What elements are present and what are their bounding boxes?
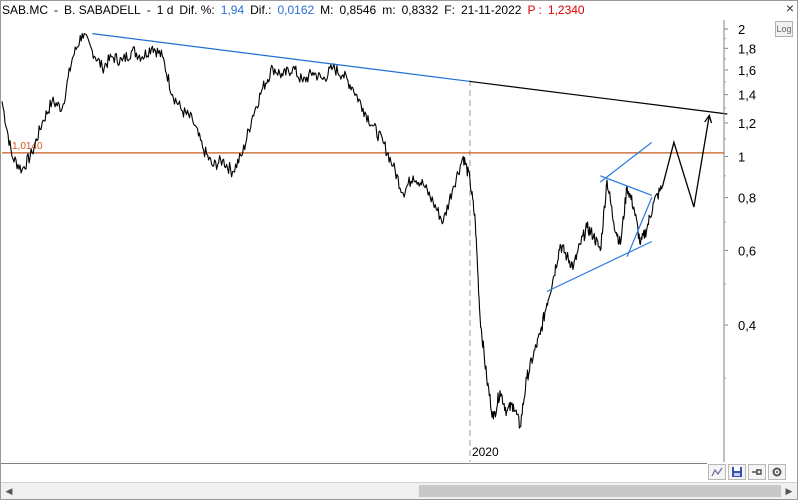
channel-upper-line [599,141,653,183]
projection-layer [661,113,713,208]
change-abs-value: 0,0162 [277,2,315,17]
y-tick-label: 0,6 [738,243,756,258]
horizontal-level-layer: 1,0140 [2,141,724,154]
trendline-layer [92,33,728,293]
log-scale-button[interactable]: Log [775,21,793,37]
triangle-upper-line [600,175,653,196]
vertical-marker-layer: 2020 [469,80,499,462]
y-tick-label: 0,8 [738,191,756,206]
price-series-layer [1,33,664,429]
period-label: 1 d [156,2,174,17]
price-label: P : [527,2,542,17]
scroll-thumb[interactable] [419,485,781,497]
close-icon[interactable]: × [785,0,794,16]
max-label: M: [320,2,334,17]
scroll-left-icon[interactable]: ◀ [5,485,13,496]
chart-toolbar [708,463,796,481]
vertical-marker-label: 2020 [472,445,499,459]
zoom-fit-button[interactable] [708,464,726,480]
header-separator: - [54,2,59,17]
y-tick-label: 1,8 [738,41,756,56]
change-pct-label: Dif. %: [179,2,215,17]
header-separator-2: - [146,2,151,17]
y-tick-label: 2 [738,22,745,37]
y-tick-label: 1,2 [738,116,756,131]
pin-button[interactable] [748,464,766,480]
y-tick-label: 0,4 [738,318,756,333]
pin-icon [752,469,762,475]
gear-icon [772,467,782,477]
date-value: 21-11-2022 [460,2,522,17]
save-icon [732,467,742,477]
x-axis-strip [1,463,707,482]
horizontal-level-label: 1,0140 [12,141,43,152]
chart-header: SAB.MC - B. SABADELL - 1 d Dif. %: 1,94 … [2,1,591,18]
horizontal-scrollbar[interactable]: ◀ ▶ [1,482,797,499]
long-trendline-extension [469,80,728,115]
y-tick-label: 1,4 [738,88,756,103]
long-trendline [92,33,471,83]
y-axis: 2 1,8 1,6 1,4 1,2 1 0,8 0,6 0,4 [723,20,756,462]
min-label: m: [382,2,396,17]
company-name: B. SABADELL [64,2,141,17]
scroll-right-icon[interactable]: ▶ [785,485,793,496]
channel-lower-line [546,240,653,293]
y-tick-label: 1 [738,149,745,164]
settings-button[interactable] [768,464,786,480]
change-abs-label: Dif.: [250,2,272,17]
save-button[interactable] [728,464,746,480]
min-value: 0,8332 [401,2,439,17]
max-value: 0,8546 [339,2,377,17]
price-line [1,33,664,429]
triangle-lower-line [626,197,653,257]
date-label: F: [444,2,455,17]
y-tick-label: 1,6 [738,63,756,78]
zoom-fit-icon [711,467,723,477]
ticker-label: SAB.MC [2,2,49,17]
projection-arrowhead [704,113,713,124]
change-pct-value: 1,94 [220,2,245,17]
projection-path [661,115,710,208]
price-value: 1,2340 [547,2,585,17]
